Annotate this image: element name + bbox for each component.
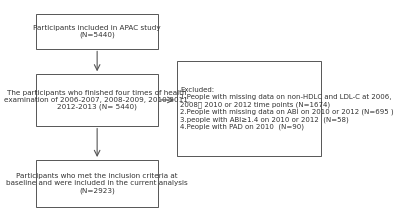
Text: Participants who met the inclusion criteria at
baseline and were included in the: Participants who met the inclusion crite… (6, 173, 188, 194)
FancyBboxPatch shape (36, 74, 158, 126)
FancyBboxPatch shape (36, 14, 158, 49)
Text: Participants included in APAC study
(N=5440): Participants included in APAC study (N=5… (33, 25, 161, 38)
Text: Excluded:
1.People with missing data on non-HDLC and LDL-C at 2006,
2008， 2010 o: Excluded: 1.People with missing data on … (180, 87, 394, 130)
FancyBboxPatch shape (177, 61, 321, 156)
FancyBboxPatch shape (36, 160, 158, 207)
Text: The participants who finished four times of health
examination of 2006-2007, 200: The participants who finished four times… (4, 90, 190, 110)
